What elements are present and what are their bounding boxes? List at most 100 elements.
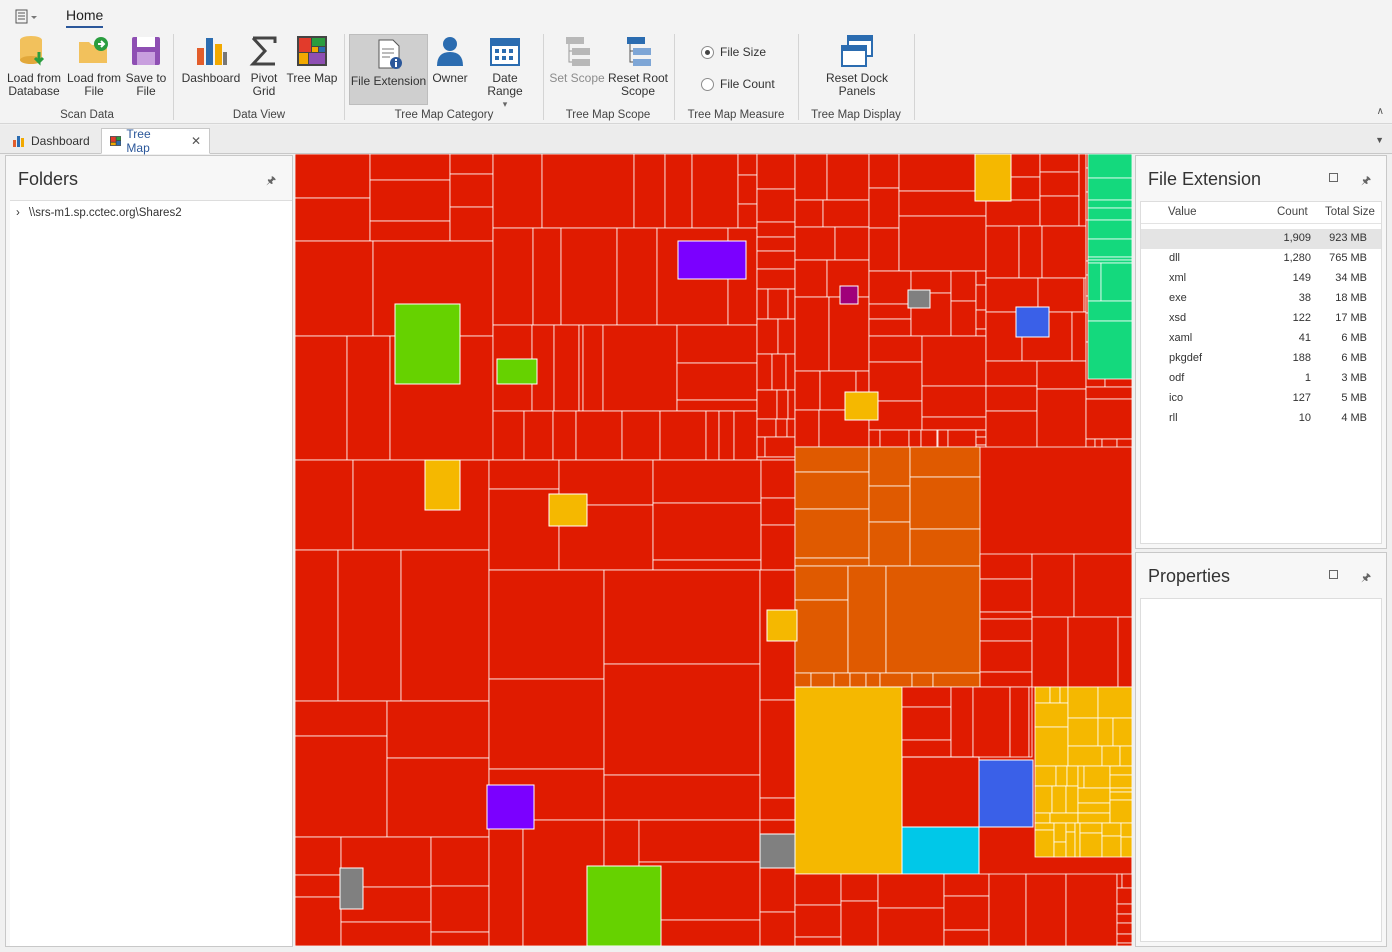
tree-map-tile[interactable] bbox=[756, 456, 796, 461]
tree-map-tile[interactable] bbox=[424, 459, 461, 511]
pin-icon[interactable]: 🖈 bbox=[266, 175, 277, 187]
tree-map-tile[interactable] bbox=[785, 353, 796, 391]
tab-tree-map[interactable]: Tree Map ✕ bbox=[101, 127, 210, 155]
tree-map-tile[interactable] bbox=[1087, 219, 1132, 240]
tree-map-tile[interactable] bbox=[979, 553, 1033, 580]
tree-map-tile[interactable] bbox=[775, 418, 788, 438]
close-icon[interactable]: ✕ bbox=[190, 134, 201, 148]
set-scope-button[interactable]: Set Scope bbox=[549, 34, 605, 85]
tree-map-tile[interactable] bbox=[794, 409, 820, 448]
tree-map-tile[interactable] bbox=[676, 324, 758, 364]
file-size-radio[interactable]: File Size bbox=[701, 45, 766, 59]
tree-map-tile[interactable] bbox=[865, 672, 881, 688]
tree-map-tile[interactable] bbox=[1067, 745, 1103, 767]
tree-map-tile[interactable] bbox=[988, 873, 1027, 946]
tree-map-tile[interactable] bbox=[603, 663, 761, 776]
tree-map-tile[interactable] bbox=[1034, 702, 1069, 728]
tree-map-tile[interactable] bbox=[840, 873, 879, 902]
tree-map-tile[interactable] bbox=[932, 672, 981, 688]
tree-map-tile[interactable] bbox=[794, 565, 849, 601]
pin-icon[interactable]: 🖈 bbox=[1361, 572, 1372, 584]
tree-map-tile[interactable] bbox=[794, 296, 830, 372]
tree-map-tile[interactable] bbox=[1053, 841, 1067, 858]
tree-map-tile[interactable] bbox=[974, 154, 1012, 202]
tree-map-tile[interactable] bbox=[295, 459, 354, 551]
tree-map-tile[interactable] bbox=[1085, 386, 1132, 400]
tree-map-tile[interactable] bbox=[1036, 360, 1087, 390]
grid-row[interactable]: xsd 122 17 MB bbox=[1141, 309, 1381, 329]
tree-map-tile[interactable] bbox=[1087, 154, 1132, 179]
tree-map-tile[interactable] bbox=[346, 335, 391, 461]
tree-map-tile[interactable] bbox=[901, 686, 952, 708]
grid-row[interactable]: pkgdef 188 6 MB bbox=[1141, 349, 1381, 369]
tree-map-tile[interactable] bbox=[1059, 686, 1069, 704]
tree-map-tile[interactable] bbox=[756, 188, 796, 223]
tree-map-tile[interactable] bbox=[759, 911, 796, 946]
load-from-file-button[interactable]: Load from File bbox=[66, 34, 122, 98]
tree-map-tile[interactable] bbox=[295, 874, 342, 898]
tree-map-tile[interactable] bbox=[541, 154, 635, 229]
tree-map-tile[interactable] bbox=[849, 672, 867, 688]
tree-map-tile[interactable] bbox=[1065, 822, 1076, 833]
tree-map-tile[interactable] bbox=[1120, 836, 1132, 858]
tree-map-tile[interactable] bbox=[943, 929, 990, 946]
grid-row[interactable]: exe 38 18 MB bbox=[1141, 289, 1381, 309]
tree-map-tile[interactable] bbox=[756, 268, 796, 290]
tree-map-tile[interactable] bbox=[943, 873, 990, 897]
tree-map-tile[interactable] bbox=[1116, 922, 1132, 935]
tree-map-tile[interactable] bbox=[756, 436, 766, 458]
tree-map-tile[interactable] bbox=[844, 391, 879, 421]
tree-map-tile[interactable] bbox=[1109, 765, 1132, 776]
tree-map-tile[interactable] bbox=[786, 418, 796, 438]
tree-map-tile[interactable] bbox=[1116, 913, 1132, 924]
tree-map-tile[interactable] bbox=[1055, 765, 1068, 787]
grid-row[interactable]: xaml 41 6 MB bbox=[1141, 329, 1381, 349]
tree-map-tile[interactable] bbox=[1039, 171, 1080, 197]
file-count-radio[interactable]: File Count bbox=[701, 77, 775, 91]
tree-map-tile[interactable] bbox=[1112, 717, 1132, 747]
tree-map-tile[interactable] bbox=[1077, 812, 1111, 824]
chevron-down-icon[interactable]: ▼ bbox=[1375, 135, 1384, 145]
tree-map-tile[interactable] bbox=[664, 154, 693, 229]
tree-map-tile[interactable] bbox=[1087, 256, 1132, 261]
tree-map-tile[interactable] bbox=[1087, 259, 1132, 264]
tree-map-tile[interactable] bbox=[1018, 225, 1043, 279]
tree-map-tile[interactable] bbox=[794, 370, 821, 411]
tree-map-tile[interactable] bbox=[767, 288, 789, 320]
tree-map-tile[interactable] bbox=[921, 416, 987, 431]
tree-map-tile[interactable] bbox=[787, 389, 796, 420]
tree-map-tile[interactable] bbox=[1087, 320, 1132, 380]
tree-map-tile[interactable] bbox=[1101, 438, 1118, 448]
tree-map-tile[interactable] bbox=[1079, 832, 1103, 858]
tree-map-tile[interactable] bbox=[1109, 791, 1132, 801]
tree-map-tile[interactable] bbox=[621, 410, 661, 461]
tree-map-tile[interactable] bbox=[868, 187, 900, 229]
tree-map-tile[interactable] bbox=[1065, 785, 1079, 814]
save-to-file-button[interactable]: Save to File bbox=[124, 34, 168, 98]
pivot-grid-button[interactable]: Pivot Grid bbox=[246, 34, 282, 98]
tree-map-tile[interactable] bbox=[868, 521, 911, 567]
tree-map-tile[interactable] bbox=[449, 154, 494, 175]
tree-map-tile[interactable] bbox=[909, 476, 981, 530]
tree-map-tile[interactable] bbox=[760, 497, 796, 526]
tree-map-tile[interactable] bbox=[1034, 765, 1057, 787]
tree-map-tile[interactable] bbox=[492, 227, 534, 326]
tree-map-tile[interactable] bbox=[1087, 300, 1132, 322]
tree-map-tile[interactable] bbox=[1067, 686, 1099, 719]
tree-map-tile[interactable] bbox=[975, 328, 987, 337]
tree-map-tile[interactable] bbox=[879, 672, 913, 688]
tree-map-tile[interactable] bbox=[898, 154, 987, 192]
tree-map-tile[interactable] bbox=[756, 221, 796, 238]
tree-map-tile[interactable] bbox=[937, 429, 949, 448]
column-header-total-size[interactable]: Total Size bbox=[1325, 206, 1375, 218]
tree-map-tile[interactable] bbox=[488, 678, 605, 770]
tree-map-tile[interactable] bbox=[652, 459, 762, 504]
tree-map-tile[interactable] bbox=[337, 549, 402, 702]
tree-map-tile[interactable] bbox=[1077, 787, 1111, 804]
tree-map-tile[interactable] bbox=[1087, 238, 1132, 258]
load-from-database-button[interactable]: Load from Database bbox=[6, 34, 62, 98]
tree-map-tile[interactable] bbox=[868, 485, 911, 523]
tree-map-tile[interactable] bbox=[449, 206, 494, 242]
tree-map-tile[interactable] bbox=[1101, 835, 1122, 858]
tree-map-tile[interactable] bbox=[1065, 873, 1118, 946]
